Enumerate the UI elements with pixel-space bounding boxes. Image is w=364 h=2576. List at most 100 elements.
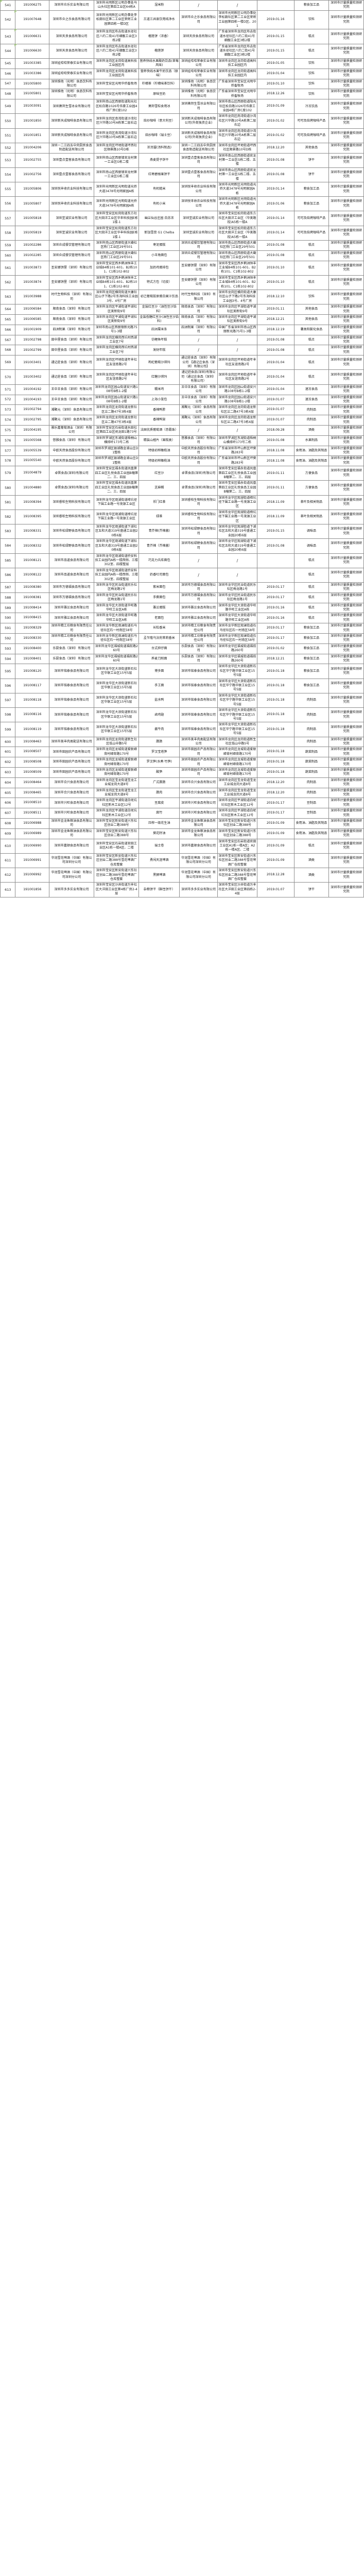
sampled-unit-address: 深圳市龙岗区横岗西坑村西湖工业区7号 — [94, 345, 140, 356]
inspection-agency: 深圳市计量质量检测研究院 — [328, 643, 364, 654]
food-category: 糕点 — [293, 369, 330, 385]
food-category: 粮食加工品 — [293, 196, 330, 212]
production-date: 2018.12.26 — [256, 89, 294, 100]
inspection-agency: 深圳市计量质量检测研究院 — [328, 553, 364, 568]
food-category: 糕点 — [293, 275, 330, 290]
sequence-number: 578 — [0, 455, 16, 467]
producer-name: / — [179, 345, 218, 356]
producer-address: 深圳市龙岗区坪地街道年丰社区友谊南路2号 — [217, 369, 257, 385]
food-name: 台式担仔面 — [138, 643, 180, 654]
sampled-unit-address: 深圳市龙岗区布吉街道水径社区八约二街41号细靓工业区3栋2楼 — [94, 29, 140, 44]
producer-name: 深圳壹点壹客食品有限公司 — [179, 167, 218, 183]
sampled-unit-name: 深圳维他（光明）食品饮料有限公司 — [48, 78, 95, 90]
production-date: 2019.01.08 — [256, 345, 294, 356]
inspection-agency: 深圳市计量质量检测研究院 — [328, 767, 364, 778]
producer-address: 深圳市龙岗区平湖街道平湖社区美新街9号 — [217, 304, 257, 315]
production-date: 2018.11.09 — [256, 509, 294, 525]
sampled-unit-name: 深圳市合兴食品有限公司 — [48, 787, 95, 799]
sampled-unit-name: 深圳市铭泰食品有限公司 — [48, 678, 95, 693]
producer-name: 中欧天然食品股份有限公司 — [179, 455, 218, 467]
production-date: 2019.01.11 — [256, 304, 294, 315]
production-date: 2019.01.09 — [256, 99, 294, 114]
table-row: 602 191008508 深圳市田园农产品有限公司 深圳市龙岗区龙城街道爱联嶂背村嶂… — [0, 757, 364, 768]
sampled-unit-name: 深圳市铭泰食品有限公司 — [48, 722, 95, 737]
inspection-agency: 深圳市计量质量检测研究院 — [328, 524, 364, 539]
sampled-unit-name: 华润雪花啤酒（中国）有限公司深圳分公司 — [48, 853, 95, 869]
producer-name: 通记莊食品(深圳)有限公司（通记庄食品（深圳）有限公司） — [179, 369, 218, 385]
inspection-agency: 深圳市计量质量检测研究院 — [328, 289, 364, 305]
sample-code: 191001850 — [15, 113, 49, 129]
production-date: 2019.01.02 — [256, 128, 294, 143]
producer-name: 深圳市兴旺食品有限公司 — [179, 798, 218, 809]
sampled-unit-address: 深圳市龙华区观湖街道侨安科技工业园内A栋一楼西侧、三楼302室、四楼整层 — [94, 567, 140, 583]
producer-address: / — [217, 425, 257, 436]
sample-code: 191008463 — [15, 736, 49, 748]
sampled-unit-name: 乐厨食品（深圳）有限公司 — [48, 653, 95, 665]
sampled-unit-name: 深圳市雅兰食品有限公司 — [48, 602, 95, 614]
production-date: 2019.01.08 — [256, 435, 294, 446]
production-date: 2019.01.18 — [256, 678, 294, 693]
sequence-number: 571 — [0, 384, 16, 395]
sampled-unit-address: 深圳市宝安区石岩街道官田工业区A1栋一楼A区、二楼 — [94, 838, 140, 854]
food-name: 红枣碧根果饼干 — [138, 167, 180, 183]
sequence-number: 589 — [0, 602, 16, 614]
sample-code: 191005800 — [15, 78, 49, 90]
food-name: 初己葡萄胶原蛋白果汁饮品 — [138, 289, 180, 305]
food-name: 古道三井泉饮用纯净水 — [138, 10, 180, 30]
food-category: 粮食加工品 — [293, 633, 330, 644]
food-category: 粮食加工品 — [293, 653, 330, 665]
production-date: 2019.01.02 — [256, 113, 294, 129]
food-name: 博多面 — [138, 664, 180, 679]
sampled-unit-name: 深圳市铭泰食品有限公司 — [48, 707, 95, 723]
sequence-number: 542 — [0, 10, 16, 30]
sampled-unit-name: 深圳市兴旺食品有限公司 — [48, 808, 95, 819]
producer-address: 广东省深圳市宝安区光明华侨畜牧场 — [217, 89, 257, 100]
producer-address: 深圳市南山区西丽街道官龙村第一工业区G栋二楼、五楼 — [217, 152, 257, 168]
producer-address: 深圳市宝安区新安街道兴东社区创业二路388号雪花啤酒厂仓库整套 — [217, 868, 257, 883]
producer-address: 深圳市宝安区西乡鹤洲恒丰工业城B4栋101-601、B2栋101、C1栋102-… — [217, 275, 257, 290]
food-name: 耶加雪菲 G1 Chelba — [138, 225, 180, 241]
food-name: 孟乍隆乌汶府茉莉香米 — [138, 633, 180, 644]
inspection-agency: 深圳市计量质量检测研究院 — [328, 304, 364, 315]
table-row: 575 191004195 雅乐嘉葡萄酒业（深圳）有限公司 深圳市宝安区石岩街道水田社… — [0, 425, 364, 436]
sampled-unit-name: 卓晋食品(深圳)有限公司 — [48, 480, 95, 496]
table-row: 550 191001850 深圳新天成咖啡食品有限公司 深圳市龙岗区南湾街道沙湾社区兴… — [0, 113, 364, 129]
producer-address: 深圳市宝安区新安街道兴东社区创业二路388号 — [217, 828, 257, 839]
inspection-agency: 深圳市计量质量检测研究院 — [328, 480, 364, 496]
food-name: 芝麻糊 — [138, 480, 180, 496]
table-row: 594 191008401 乐厨食品（深圳）有限公司 深圳市龙华区福城街道福前路260… — [0, 653, 364, 665]
inspection-agency: 深圳市计量质量检测研究院 — [328, 196, 364, 212]
producer-name: 深圳市铭泰食品有限公司 — [179, 692, 218, 708]
food-category: 肉制品 — [293, 736, 330, 748]
food-name: 幽兰仙谷庄园 白苏浓 — [138, 211, 180, 226]
sample-code: 191002285 — [15, 250, 49, 261]
sequence-number: 590 — [0, 613, 16, 624]
food-category: 蔬菜制品 — [293, 757, 330, 768]
food-name: 卤鸡翅 — [138, 707, 180, 723]
producer-name: 深圳市金龙鱼粮油食品有限公司 — [179, 818, 218, 829]
sampled-unit-name: 深圳市铭泰食品有限公司 — [48, 692, 95, 708]
sample-code: 191008332 — [15, 538, 49, 554]
food-name: 特级初榨橄榄油 — [138, 445, 180, 456]
producer-name: 深圳市众之乐食品有限公司 — [179, 10, 218, 30]
sequence-number: 568 — [0, 345, 16, 356]
table-row: 569 191003401 通记莊食品（深圳）有限公司 深圳市龙岗区坪地街道年丰社区友… — [0, 355, 364, 370]
sequence-number: 569 — [0, 355, 16, 370]
production-date: 2019.01.16 — [256, 602, 294, 614]
producer-name: 深圳市兴旺食品有限公司 — [179, 808, 218, 819]
sample-code: 191007648 — [15, 10, 49, 30]
production-date: 2019.01.08 — [256, 240, 294, 251]
sequence-number: 543 — [0, 29, 16, 44]
producer-name: 乐厨食品（深圳）有限公司 — [179, 643, 218, 654]
production-date: 2018.11.09 — [256, 495, 294, 510]
sequence-number: 559 — [0, 240, 16, 251]
producer-name: 四洲制果（深圳）有限公司 — [179, 324, 218, 335]
production-date: 2019.01.11 — [256, 466, 294, 481]
production-date: 2019.01.17 — [256, 582, 294, 593]
sequence-number: 605 — [0, 787, 16, 799]
producer-address: / — [217, 334, 257, 346]
inspection-agency: 深圳市计量质量检测研究院 — [328, 29, 364, 44]
sample-code: 191008119 — [15, 722, 49, 737]
table-row: 578 191005540 中欧天然食品股份有限公司 深圳市罗湖区银湖路金湖山庄D1整… — [0, 455, 364, 467]
sequence-number: 550 — [0, 113, 16, 129]
